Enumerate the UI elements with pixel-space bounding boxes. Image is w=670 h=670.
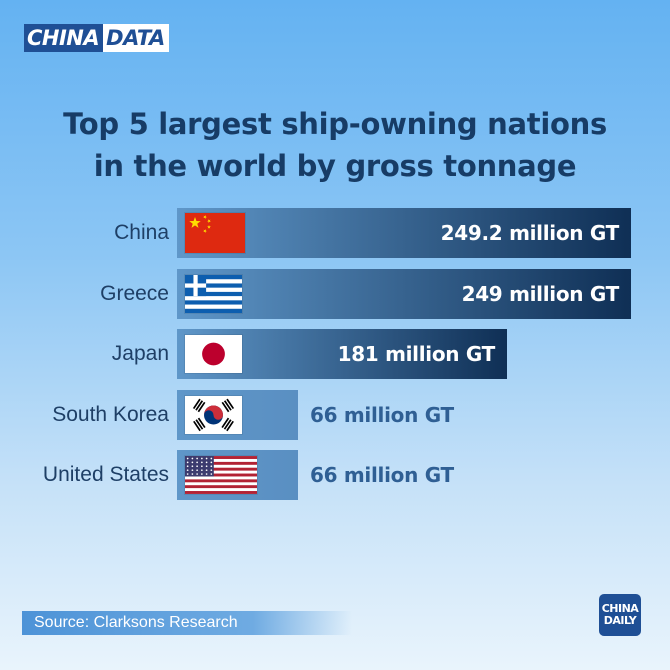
usa-flag-icon [185, 456, 257, 494]
value-label: 181 million GT [337, 342, 496, 366]
category-label: South Korea [52, 402, 169, 426]
value-label: 66 million GT [310, 402, 454, 427]
brand-china-text: CHINA [24, 24, 104, 52]
china-data-brand: CHINA DATA [24, 24, 169, 52]
category-label: Greece [100, 281, 169, 305]
value-label: 249 million GT [461, 281, 620, 306]
value-label: 249.2 million GT [440, 221, 620, 245]
logo-line-2: DAILY [603, 614, 637, 627]
south-korea-flag-icon [185, 395, 242, 434]
value-label: 66 million GT [310, 463, 454, 487]
greece-flag-icon [185, 274, 242, 313]
brand-data-text: DATA [103, 24, 169, 52]
category-label: Japan [111, 342, 169, 365]
source-note: Source: Clarksons Research [22, 611, 352, 635]
category-label: China [114, 221, 169, 244]
chart-title-line-2: in the world by gross tonnage [93, 149, 577, 183]
chart-title: Top 5 largest ship-owning nations in the… [0, 103, 670, 187]
bar [177, 268, 631, 319]
chart-title-line-1: Top 5 largest ship-owning nations [63, 107, 607, 141]
bar [177, 208, 631, 258]
japan-flag-icon [185, 335, 242, 373]
category-label: United States [42, 463, 169, 486]
china-flag-icon [185, 213, 245, 253]
logo-line-1: CHINA [601, 602, 639, 615]
china-daily-logo: CHINA DAILY [599, 594, 641, 636]
